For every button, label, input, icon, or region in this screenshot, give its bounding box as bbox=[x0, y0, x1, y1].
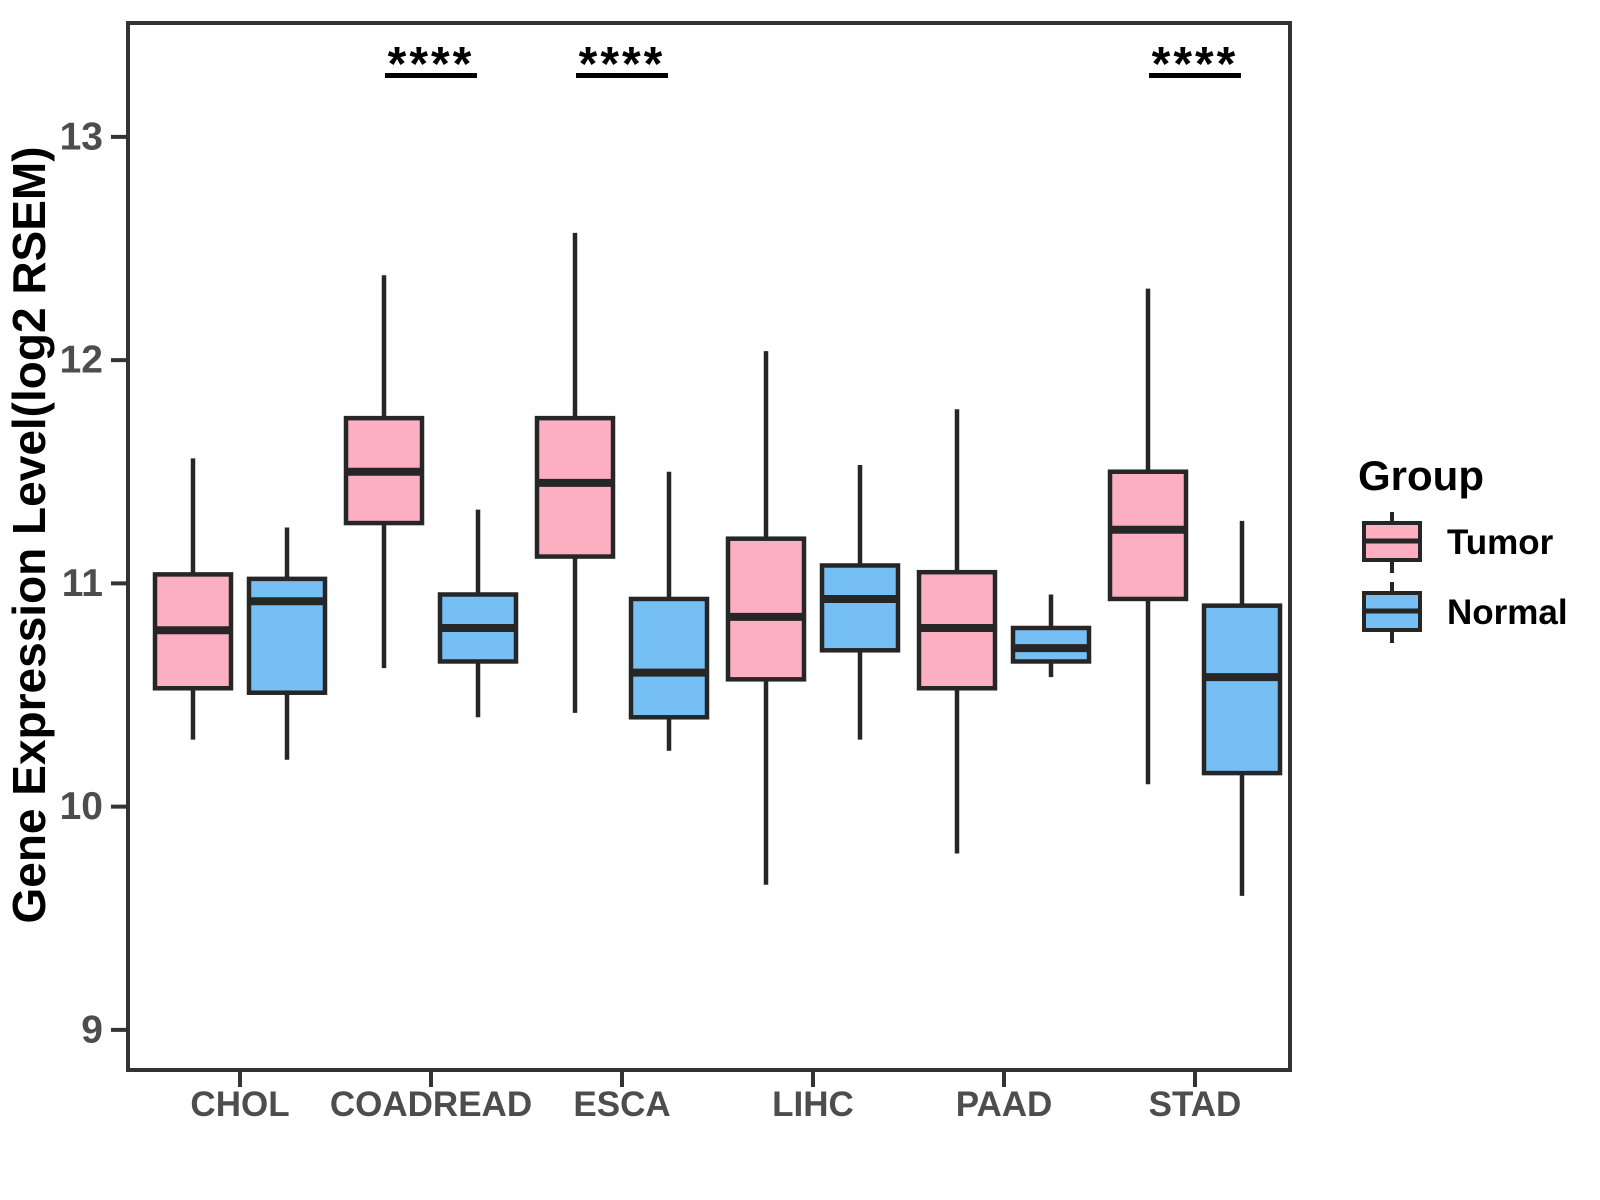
box-Tumor-ESCA bbox=[534, 415, 616, 559]
x-tick-label-COADREAD: COADREAD bbox=[330, 1085, 532, 1124]
boxplot-Tumor-COADREAD bbox=[343, 275, 425, 669]
box-Normal-ESCA bbox=[628, 596, 710, 720]
boxplot-Tumor-STAD bbox=[1107, 288, 1189, 785]
significance-stars-COADREAD: **** bbox=[388, 38, 475, 91]
y-tick-label-13: 13 bbox=[60, 115, 103, 158]
x-tick-label-PAAD: PAAD bbox=[956, 1085, 1053, 1124]
boxplot-Normal-COADREAD bbox=[437, 509, 519, 718]
boxplot-Tumor-PAAD bbox=[916, 409, 998, 854]
boxplot-Normal-PAAD bbox=[1010, 594, 1092, 678]
legend: Group Tumor Normal bbox=[1358, 452, 1568, 643]
box-Tumor-LIHC bbox=[725, 536, 807, 682]
box-Tumor-STAD bbox=[1107, 469, 1189, 602]
y-tick-label-12: 12 bbox=[60, 339, 103, 382]
boxplot-Tumor-ESCA bbox=[534, 232, 616, 713]
boxplot-Normal-STAD bbox=[1201, 520, 1283, 896]
significance-stars-ESCA: **** bbox=[579, 38, 666, 91]
legend-item-tumor: Tumor bbox=[1362, 512, 1554, 573]
significance-bar-STAD bbox=[1149, 73, 1241, 78]
axes-layer: 9 10 11 12 13 CHOL COADREAD ESCA LIHC PAAD STAD bbox=[60, 115, 1242, 1124]
y-axis-title: Gene Expression Level(log2 RSEM) bbox=[3, 146, 55, 923]
legend-title: Group bbox=[1358, 452, 1484, 499]
boxplot-Tumor-LIHC bbox=[725, 351, 807, 885]
x-tick-label-CHOL: CHOL bbox=[190, 1085, 289, 1124]
boxplot-Normal-CHOL bbox=[246, 527, 328, 760]
y-tick-label-10: 10 bbox=[60, 785, 103, 828]
significance-layer: **** **** **** bbox=[385, 38, 1241, 91]
y-tick-label-11: 11 bbox=[62, 562, 103, 605]
significance-bar-COADREAD bbox=[385, 73, 477, 78]
box-Normal-STAD bbox=[1201, 603, 1283, 776]
boxplot-Normal-LIHC bbox=[819, 465, 901, 740]
box-Normal-CHOL bbox=[246, 576, 328, 695]
box-Normal-LIHC bbox=[819, 563, 901, 653]
legend-item-normal: Normal bbox=[1362, 582, 1568, 643]
x-tick-label-ESCA: ESCA bbox=[573, 1085, 670, 1124]
significance-bar-ESCA bbox=[576, 73, 668, 78]
x-tick-label-LIHC: LIHC bbox=[772, 1085, 854, 1124]
boxes-layer bbox=[152, 232, 1283, 896]
legend-label-tumor: Tumor bbox=[1447, 523, 1554, 562]
legend-label-normal: Normal bbox=[1447, 593, 1568, 632]
significance-stars-STAD: **** bbox=[1152, 38, 1239, 91]
boxplot-Normal-ESCA bbox=[628, 471, 710, 751]
y-tick-label-9: 9 bbox=[81, 1008, 103, 1051]
x-tick-label-STAD: STAD bbox=[1149, 1085, 1242, 1124]
boxplot-Tumor-CHOL bbox=[152, 458, 234, 740]
plot-panel bbox=[126, 21, 1292, 1072]
